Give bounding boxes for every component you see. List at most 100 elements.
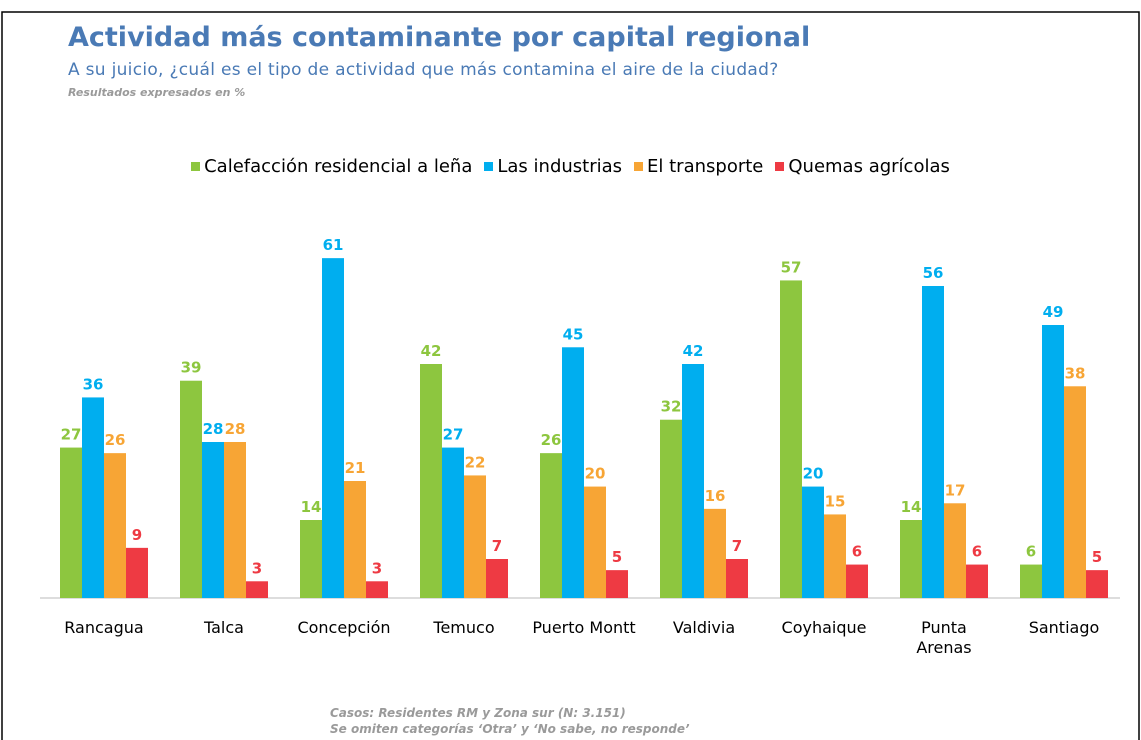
value-label: 49 bbox=[1043, 303, 1064, 321]
legend-item: Quemas agrícolas bbox=[775, 156, 950, 177]
value-label: 22 bbox=[465, 453, 486, 471]
value-label: 5 bbox=[1092, 548, 1102, 566]
value-label: 61 bbox=[323, 236, 344, 254]
x-tick-label: Punta Arenas bbox=[916, 618, 972, 657]
legend-label: Quemas agrícolas bbox=[788, 156, 950, 177]
legend-item: Calefacción residencial a leña bbox=[191, 156, 472, 177]
bar bbox=[780, 280, 802, 598]
footnote: Se omiten categorías ‘Otra’ y ‘No sabe, … bbox=[330, 722, 690, 736]
value-label: 16 bbox=[705, 487, 726, 505]
value-label: 3 bbox=[252, 559, 262, 577]
bar bbox=[944, 503, 966, 598]
bar bbox=[540, 453, 562, 598]
bar bbox=[486, 559, 508, 598]
bar bbox=[202, 442, 224, 598]
bar bbox=[246, 581, 268, 598]
legend-item: Las industrias bbox=[484, 156, 622, 177]
value-label: 5 bbox=[612, 548, 622, 566]
value-label: 57 bbox=[781, 258, 802, 276]
frame bbox=[1, 11, 1140, 740]
bar bbox=[660, 419, 682, 598]
x-tick-label: Temuco bbox=[433, 618, 495, 637]
bar bbox=[180, 380, 202, 598]
bar bbox=[966, 564, 988, 598]
bar bbox=[322, 258, 344, 598]
legend-label: Las industrias bbox=[497, 156, 623, 177]
legend-label: Calefacción residencial a leña bbox=[204, 156, 473, 177]
bar bbox=[1064, 386, 1086, 598]
bar bbox=[442, 447, 464, 598]
bar bbox=[126, 547, 148, 598]
x-tick-label: Rancagua bbox=[64, 618, 144, 637]
value-label: 6 bbox=[972, 543, 982, 561]
bar bbox=[1042, 325, 1064, 598]
value-label: 28 bbox=[203, 420, 224, 438]
value-label: 27 bbox=[443, 426, 464, 444]
legend-swatch bbox=[191, 162, 201, 171]
note: Resultados expresados en % bbox=[68, 86, 246, 99]
bar bbox=[1086, 570, 1108, 598]
bar bbox=[1020, 564, 1042, 598]
value-label: 27 bbox=[61, 426, 82, 444]
value-label: 26 bbox=[541, 431, 562, 449]
value-label: 42 bbox=[683, 342, 704, 360]
value-label: 3 bbox=[372, 559, 382, 577]
legend-item: El transporte bbox=[634, 156, 763, 177]
bar bbox=[846, 564, 868, 598]
value-label: 15 bbox=[825, 492, 846, 510]
value-label: 14 bbox=[901, 498, 922, 516]
legend-swatch bbox=[484, 162, 494, 171]
x-tick-label: Santiago bbox=[1028, 618, 1100, 637]
bar bbox=[682, 364, 704, 598]
bar bbox=[606, 570, 628, 598]
chart-subtitle: A su juicio, ¿cuál es el tipo de activid… bbox=[68, 60, 779, 80]
value-label: 28 bbox=[225, 420, 246, 438]
bar bbox=[344, 481, 366, 598]
bar bbox=[704, 508, 726, 598]
value-label: 7 bbox=[492, 537, 502, 555]
value-label: 7 bbox=[732, 537, 742, 555]
bar bbox=[726, 559, 748, 598]
value-label: 17 bbox=[945, 481, 966, 499]
bar bbox=[922, 286, 944, 598]
bar bbox=[900, 520, 922, 598]
legend-label: El transporte bbox=[647, 156, 764, 177]
bar bbox=[802, 486, 824, 598]
legend-swatch bbox=[775, 162, 785, 171]
bar bbox=[300, 520, 322, 598]
x-tick-label: Puerto Montt bbox=[532, 618, 636, 637]
footnote: Casos: Residentes RM y Zona sur (N: 3.15… bbox=[330, 706, 626, 720]
legend: Calefacción residencial a leña Las indust… bbox=[0, 156, 1141, 177]
bar bbox=[562, 347, 584, 598]
legend-swatch bbox=[634, 162, 644, 171]
value-label: 45 bbox=[563, 325, 584, 343]
bar bbox=[104, 453, 126, 598]
value-label: 36 bbox=[83, 375, 104, 393]
bar bbox=[584, 486, 606, 598]
value-label: 14 bbox=[301, 498, 322, 516]
x-tick-label: Talca bbox=[204, 618, 244, 637]
bar bbox=[60, 447, 82, 598]
value-label: 39 bbox=[181, 359, 202, 377]
value-label: 20 bbox=[585, 465, 606, 483]
value-label: 38 bbox=[1065, 364, 1086, 382]
value-label: 26 bbox=[105, 431, 126, 449]
bar bbox=[82, 397, 104, 598]
x-tick-label: Valdivia bbox=[672, 618, 736, 637]
value-label: 6 bbox=[852, 543, 862, 561]
value-label: 32 bbox=[661, 398, 682, 416]
bar bbox=[464, 475, 486, 598]
value-label: 21 bbox=[345, 459, 366, 477]
value-label: 42 bbox=[421, 342, 442, 360]
bar bbox=[366, 581, 388, 598]
value-label: 20 bbox=[803, 465, 824, 483]
bar bbox=[420, 364, 442, 598]
chart-title: Actividad más contaminante por capital r… bbox=[68, 22, 811, 53]
bar bbox=[824, 514, 846, 598]
x-tick-label: Coyhaique bbox=[781, 618, 867, 637]
value-label: 56 bbox=[923, 264, 944, 282]
x-tick-label: Concepción bbox=[297, 618, 391, 637]
value-label: 9 bbox=[132, 526, 142, 544]
